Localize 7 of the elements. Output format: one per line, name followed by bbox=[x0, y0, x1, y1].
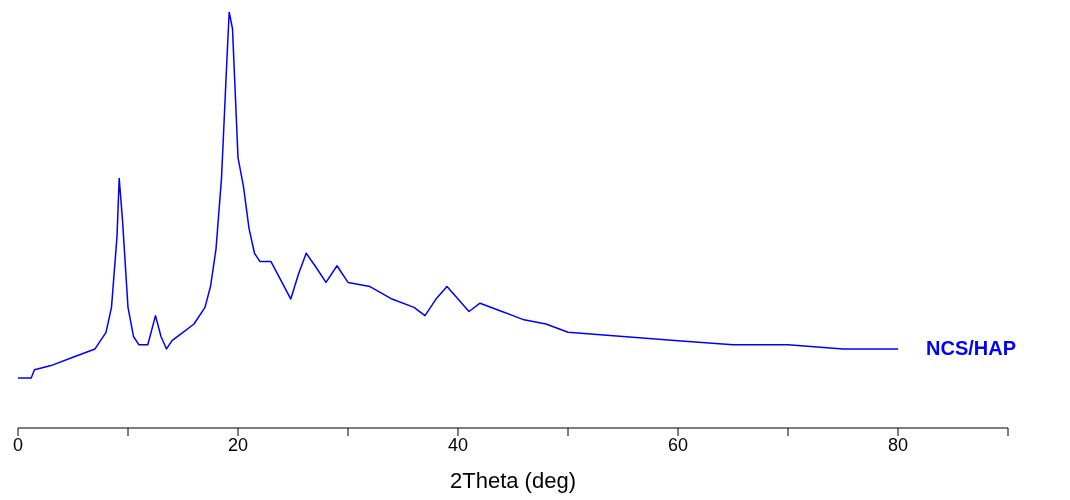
x-axis-title: 2Theta (deg) bbox=[450, 468, 576, 493]
x-tick-label: 0 bbox=[12, 434, 24, 455]
series-label: NCS/HAP bbox=[926, 336, 1017, 359]
x-tick-label: 20 bbox=[227, 434, 249, 455]
x-tick-label: 60 bbox=[667, 434, 689, 455]
x-tick-label: 80 bbox=[887, 434, 909, 455]
x-tick-label: 40 bbox=[447, 434, 469, 455]
